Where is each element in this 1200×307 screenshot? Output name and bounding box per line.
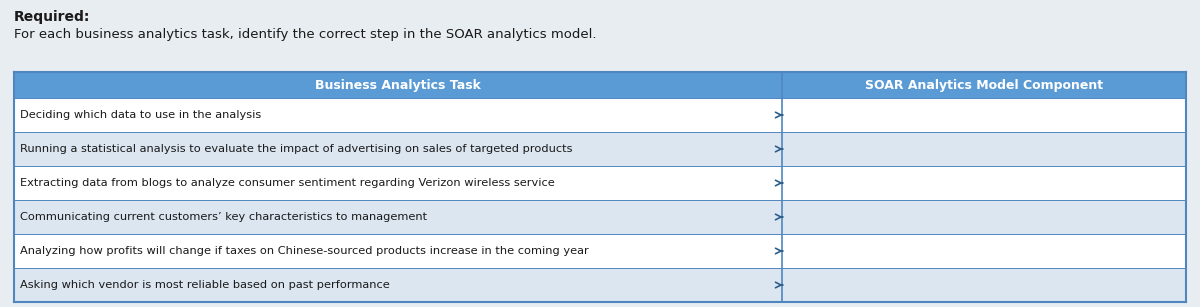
Text: Deciding which data to use in the analysis: Deciding which data to use in the analys…: [20, 110, 262, 120]
Bar: [14, 72, 1186, 98]
Bar: [14, 268, 1186, 302]
Text: Analyzing how profits will change if taxes on Chinese-sourced products increase : Analyzing how profits will change if tax…: [20, 246, 589, 256]
Text: Required:: Required:: [14, 10, 90, 24]
Text: For each business analytics task, identify the correct step in the SOAR analytic: For each business analytics task, identi…: [14, 28, 596, 41]
Text: Business Analytics Task: Business Analytics Task: [314, 79, 481, 91]
Bar: [14, 200, 1186, 234]
Bar: [14, 234, 1186, 268]
Text: Asking which vendor is most reliable based on past performance: Asking which vendor is most reliable bas…: [20, 280, 390, 290]
Bar: [14, 166, 1186, 200]
Text: SOAR Analytics Model Component: SOAR Analytics Model Component: [865, 79, 1103, 91]
Text: Communicating current customers’ key characteristics to management: Communicating current customers’ key cha…: [20, 212, 427, 222]
Text: Running a statistical analysis to evaluate the impact of advertising on sales of: Running a statistical analysis to evalua…: [20, 144, 572, 154]
Bar: [14, 98, 1186, 132]
Bar: [14, 132, 1186, 166]
Text: Extracting data from blogs to analyze consumer sentiment regarding Verizon wirel: Extracting data from blogs to analyze co…: [20, 178, 554, 188]
